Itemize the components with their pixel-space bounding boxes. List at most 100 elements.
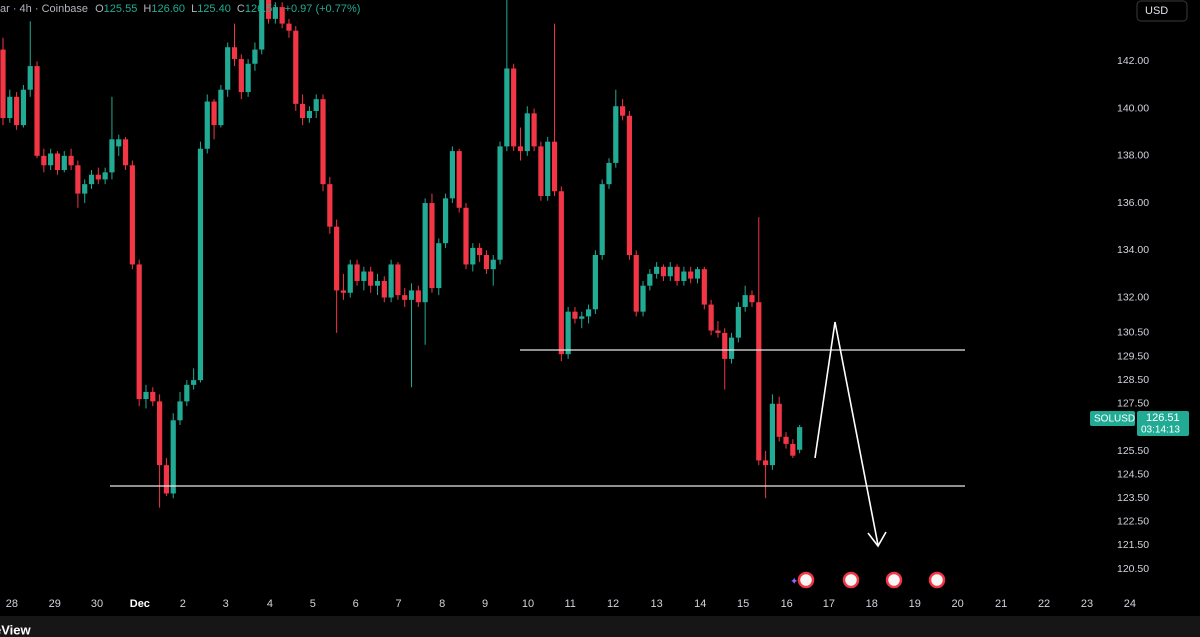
- candle-body: [654, 266, 660, 274]
- y-tick-label: 142.00: [1117, 55, 1149, 67]
- y-tick-label: 129.50: [1117, 350, 1149, 362]
- candle-body: [211, 101, 217, 126]
- candle-body: [592, 255, 598, 310]
- currency-button[interactable]: [1136, 0, 1188, 22]
- y-tick-label: 124.50: [1117, 468, 1149, 480]
- y-tick-label: 127.50: [1117, 398, 1149, 410]
- candle-body: [157, 401, 163, 466]
- x-tick-label: 10: [522, 598, 534, 610]
- candle-body: [361, 271, 367, 281]
- x-tick-label: Dec: [130, 598, 150, 610]
- candle-body: [442, 198, 449, 244]
- candle-body: [715, 330, 721, 333]
- candle-body: [572, 311, 578, 319]
- ohlc-key: C: [237, 3, 245, 15]
- ohlc-key: H: [143, 3, 151, 15]
- candle-body: [238, 59, 244, 93]
- candle-body: [34, 66, 40, 156]
- ohlc-key: L: [191, 3, 197, 15]
- candle-body: [286, 23, 292, 31]
- y-tick-label: 138.00: [1117, 150, 1149, 162]
- x-tick-label: 24: [1124, 598, 1136, 610]
- x-tick-label: 22: [1038, 598, 1050, 610]
- candle-body: [681, 271, 687, 281]
- change: +0.97 (+0.77%): [285, 3, 361, 15]
- x-tick-label: 16: [781, 598, 793, 610]
- candle-body: [477, 247, 483, 255]
- candle-body: [722, 332, 728, 359]
- event-icon[interactable]: [885, 571, 903, 589]
- x-tick-label: 4: [267, 598, 273, 610]
- candle-body: [177, 401, 183, 421]
- candle-body: [429, 203, 435, 289]
- candle-body: [742, 295, 748, 307]
- brand: eView: [0, 622, 32, 637]
- candle-body: [640, 285, 646, 312]
- x-tick-label: 21: [995, 598, 1007, 610]
- candle-body: [456, 151, 462, 208]
- plot-area: [0, 0, 803, 508]
- candle-body: [184, 384, 190, 402]
- candle-body: [538, 146, 544, 196]
- y-tick-label: 134.00: [1117, 244, 1149, 256]
- candle-body: [436, 243, 442, 289]
- candle-body: [197, 148, 204, 381]
- candle-body: [463, 207, 469, 265]
- x-tick-label: 30: [91, 598, 103, 610]
- candle-body: [41, 155, 47, 166]
- event-icon[interactable]: [928, 571, 946, 589]
- candle-body: [756, 302, 762, 461]
- ohlc-value: 125.55: [104, 3, 138, 15]
- x-tick-label: 6: [353, 598, 359, 610]
- candle-body: [388, 264, 394, 298]
- candle-body: [95, 174, 101, 180]
- candle-body: [769, 403, 776, 466]
- candle-body: [191, 380, 197, 385]
- candle-body: [20, 89, 27, 126]
- candle-body: [694, 269, 701, 279]
- candle-body: [660, 266, 667, 277]
- candle-body: [231, 47, 238, 60]
- price-badge-countdown: 03:14:13: [1141, 425, 1180, 436]
- event-icons: ✦: [790, 571, 946, 589]
- star-icon: ✦: [790, 577, 798, 588]
- candle-body: [613, 106, 619, 163]
- candle-body: [674, 266, 680, 281]
- candle-body: [422, 203, 428, 303]
- candle-body: [170, 420, 176, 494]
- candle-body: [27, 66, 33, 90]
- candle-body: [490, 259, 496, 270]
- candle-body: [116, 139, 122, 147]
- x-tick-label: 7: [396, 598, 402, 610]
- candle-body: [75, 165, 81, 194]
- candle-body: [334, 226, 340, 291]
- x-tick-label: 20: [951, 598, 963, 610]
- candle-body: [558, 191, 564, 355]
- candle-body: [293, 30, 299, 104]
- candle-body: [708, 304, 714, 331]
- y-tick-label: 125.50: [1117, 445, 1149, 457]
- candle-body: [449, 151, 455, 199]
- event-icon[interactable]: [842, 571, 860, 589]
- price-badge: [1137, 411, 1189, 436]
- candle-body: [606, 162, 612, 185]
- ohlc-value: 126.60: [151, 3, 185, 15]
- x-tick-label: 14: [694, 598, 706, 610]
- candle-body: [579, 316, 585, 319]
- currency-label: USD: [1145, 5, 1168, 17]
- candle-body: [82, 184, 88, 194]
- candle-body: [797, 427, 803, 450]
- candle-body: [354, 264, 360, 281]
- x-tick-label: 23: [1081, 598, 1093, 610]
- candle-body: [531, 113, 537, 147]
- candle-body: [48, 153, 54, 166]
- event-icon[interactable]: [797, 571, 815, 589]
- candle-body: [204, 101, 210, 149]
- candle-body: [599, 184, 605, 255]
- candle-body: [497, 146, 503, 260]
- projection-arrow: [814, 321, 879, 546]
- candle-body: [14, 96, 20, 126]
- candle-body: [218, 89, 224, 126]
